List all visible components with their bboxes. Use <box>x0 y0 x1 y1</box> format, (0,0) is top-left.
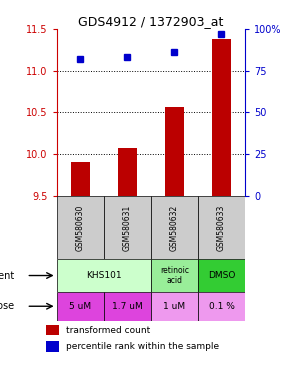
Text: KHS101: KHS101 <box>86 271 122 280</box>
Text: GSM580630: GSM580630 <box>76 204 85 251</box>
Bar <box>151 259 198 292</box>
Bar <box>57 259 151 292</box>
Bar <box>71 162 90 196</box>
Text: retinoic
acid: retinoic acid <box>160 266 189 285</box>
Title: GDS4912 / 1372903_at: GDS4912 / 1372903_at <box>78 15 224 28</box>
Text: transformed count: transformed count <box>66 326 150 334</box>
Text: agent: agent <box>0 270 15 281</box>
Bar <box>198 259 245 292</box>
Text: GSM580633: GSM580633 <box>217 204 226 251</box>
Bar <box>57 196 104 259</box>
Bar <box>212 39 231 196</box>
Text: 0.1 %: 0.1 % <box>209 302 234 311</box>
Text: dose: dose <box>0 301 15 311</box>
Bar <box>46 325 59 335</box>
Bar <box>57 292 104 321</box>
Bar <box>165 107 184 196</box>
Bar <box>118 148 137 196</box>
Bar <box>151 196 198 259</box>
Text: GSM580631: GSM580631 <box>123 204 132 251</box>
Bar <box>104 292 151 321</box>
Text: DMSO: DMSO <box>208 271 235 280</box>
Bar <box>104 196 151 259</box>
Text: 1.7 uM: 1.7 uM <box>112 302 143 311</box>
Bar <box>46 341 59 352</box>
Bar <box>198 196 245 259</box>
Text: 5 uM: 5 uM <box>69 302 91 311</box>
Bar <box>151 292 198 321</box>
Text: GSM580632: GSM580632 <box>170 204 179 251</box>
Bar <box>198 292 245 321</box>
Text: 1 uM: 1 uM <box>163 302 185 311</box>
Text: percentile rank within the sample: percentile rank within the sample <box>66 342 219 351</box>
